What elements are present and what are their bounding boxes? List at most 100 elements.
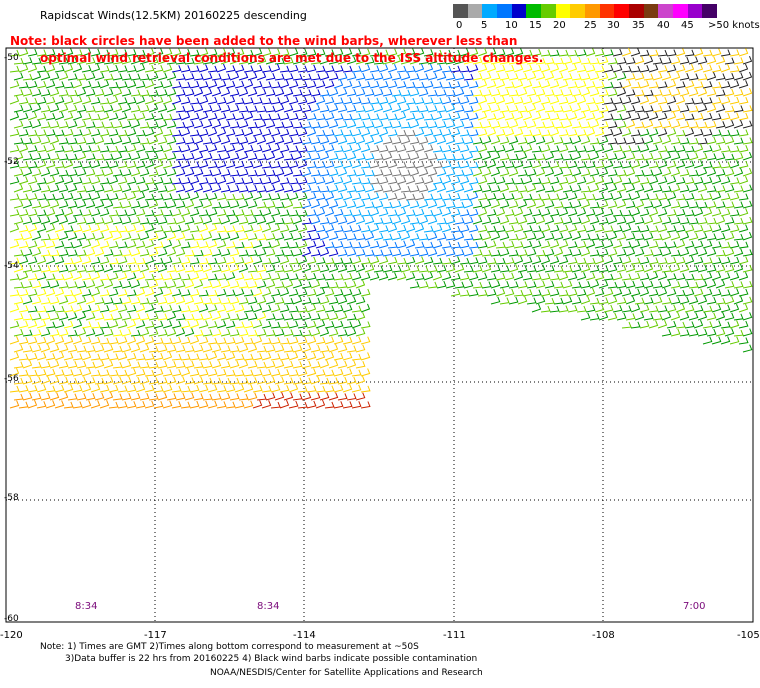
wind-barb	[319, 247, 330, 257]
wind-barb	[58, 265, 69, 273]
wind-barb	[166, 120, 177, 129]
wind-barb	[126, 192, 137, 201]
wind-barb	[742, 105, 753, 113]
wind-barb	[306, 127, 317, 137]
wind-barb	[243, 224, 254, 233]
wind-barb	[472, 200, 483, 209]
wind-barb	[328, 136, 339, 145]
wind-barb	[31, 120, 42, 129]
wind-barb	[378, 176, 389, 185]
wind-barb	[630, 272, 641, 281]
wind-barb	[184, 183, 195, 193]
wind-barb	[333, 401, 344, 409]
wind-barb	[252, 224, 263, 233]
wind-barb	[265, 201, 276, 209]
wind-barb	[409, 281, 420, 289]
wind-barb	[612, 288, 623, 297]
wind-barb	[58, 137, 69, 145]
wind-barb	[274, 328, 285, 337]
wind-barb	[153, 320, 164, 329]
wind-barb	[153, 225, 164, 233]
wind-barb	[265, 169, 276, 177]
wind-barb	[306, 209, 317, 217]
wind-barb	[207, 400, 218, 409]
wind-barb	[711, 241, 722, 249]
wind-barb	[90, 239, 101, 249]
wind-barb	[36, 112, 47, 121]
wind-barb	[472, 72, 483, 81]
wind-barb	[216, 160, 227, 169]
wind-barb	[27, 305, 38, 313]
wind-barb	[189, 335, 200, 345]
wind-barb	[639, 95, 650, 105]
scale-swatch	[482, 4, 498, 18]
wind-barb	[522, 240, 533, 249]
wind-barb	[625, 105, 636, 113]
wind-barb	[738, 80, 749, 89]
wind-barb	[621, 224, 632, 233]
wind-barb	[639, 272, 650, 281]
lat-label: -56	[4, 374, 19, 384]
wind-barb	[639, 128, 650, 137]
wind-barb	[558, 113, 569, 121]
wind-barb	[661, 89, 672, 97]
wind-barb	[171, 65, 182, 73]
wind-barb	[517, 199, 528, 209]
wind-barb	[198, 209, 209, 217]
wind-barb	[121, 168, 132, 177]
wind-barb	[427, 168, 438, 177]
wind-barb	[342, 304, 353, 313]
wind-barb	[441, 224, 452, 233]
wind-barb	[108, 48, 119, 57]
wind-barb	[477, 64, 488, 73]
wind-barb	[702, 145, 713, 153]
wind-barb	[58, 312, 69, 321]
wind-barb	[625, 313, 636, 321]
scale-swatch	[673, 4, 688, 18]
wind-barb	[157, 360, 168, 369]
wind-barb	[315, 176, 326, 185]
wind-barb	[256, 376, 267, 385]
wind-barb	[391, 169, 402, 177]
wind-barb	[634, 233, 645, 241]
wind-barb	[702, 257, 713, 265]
wind-barb	[432, 64, 443, 73]
wind-barb	[27, 145, 38, 153]
wind-barb	[117, 385, 128, 393]
wind-barb	[135, 353, 146, 361]
wind-barb	[112, 104, 123, 113]
wind-barb	[22, 376, 33, 385]
wind-barb	[544, 200, 555, 209]
wind-barb	[270, 401, 281, 409]
wind-barb	[688, 248, 699, 257]
wind-barb	[144, 65, 155, 73]
wind-barb	[436, 121, 447, 129]
wind-barb	[333, 192, 344, 201]
wind-barb	[297, 336, 308, 345]
wind-barb	[49, 360, 60, 369]
wind-barb	[94, 280, 105, 289]
wind-barb	[63, 289, 74, 297]
wind-barb	[625, 119, 636, 129]
wind-barb	[648, 81, 659, 89]
wind-barb	[445, 120, 456, 129]
wind-barb	[639, 225, 650, 233]
wind-barb	[355, 279, 366, 289]
wind-barb	[387, 256, 398, 265]
wind-barb	[468, 81, 479, 89]
wind-barb	[166, 168, 177, 177]
wind-barb	[598, 105, 609, 113]
wind-barb	[22, 184, 33, 193]
wind-barb	[463, 248, 474, 257]
wind-barb	[553, 168, 564, 177]
wind-barb	[238, 377, 249, 385]
wind-barb	[648, 240, 659, 249]
wind-barb	[666, 96, 677, 105]
wind-barb	[630, 225, 641, 233]
wind-barb	[715, 215, 726, 225]
wind-barb	[535, 296, 546, 305]
wind-barb	[697, 217, 708, 225]
wind-barb	[211, 280, 222, 289]
wind-barb	[666, 176, 677, 185]
wind-barb	[319, 120, 330, 129]
